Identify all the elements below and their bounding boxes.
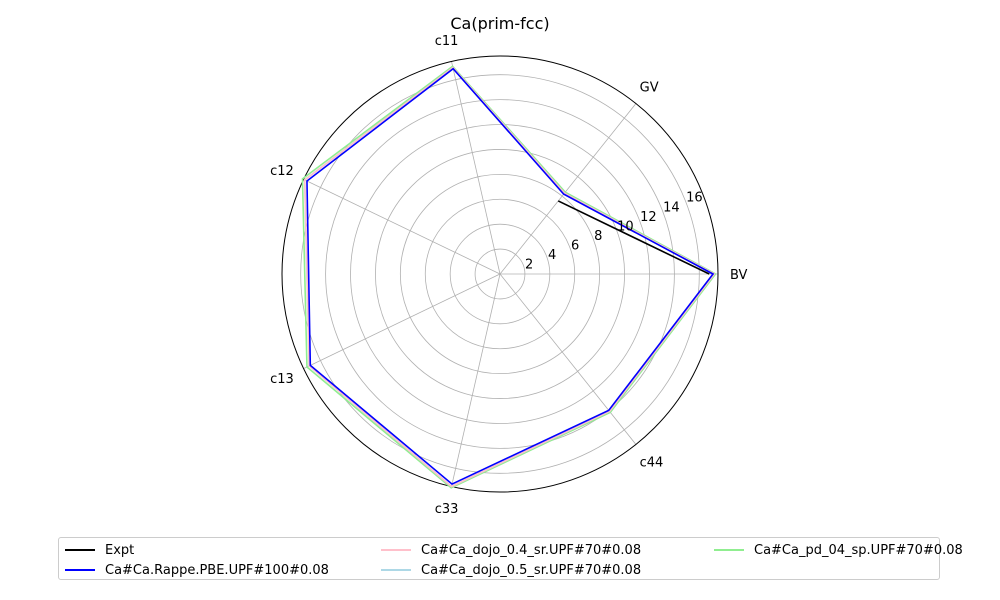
chart-title: Ca(prim-fcc) (450, 14, 549, 33)
legend-item: Ca#Ca_dojo_0.5_sr.UPF#70#0.08 (381, 560, 641, 580)
axis-spoke (451, 61, 501, 275)
legend-label: Ca#Ca_dojo_0.5_sr.UPF#70#0.08 (421, 562, 642, 578)
radar-series (301, 65, 717, 489)
legend-swatch (381, 549, 411, 551)
radial-tick-label: 2 (525, 257, 533, 272)
radar-grid (281, 55, 719, 493)
polar-frame (281, 55, 719, 493)
legend-swatch (65, 569, 95, 571)
axis-label: c44 (640, 456, 664, 471)
legend-label: Expt (105, 542, 135, 558)
radial-tick-label: 4 (548, 248, 556, 263)
axis-spoke (499, 273, 637, 445)
series-line (557, 200, 710, 275)
radial-tick-label: 14 (663, 200, 680, 215)
legend-item: Expt (65, 540, 134, 560)
axis-label: BV (730, 268, 748, 283)
axis-label: c13 (270, 372, 294, 387)
radial-tick-label: 10 (617, 219, 634, 234)
chart-legend: Expt Ca#Ca.Rappe.PBE.UPF#100#0.08 Ca#Ca_do… (58, 537, 963, 580)
legend-swatch (714, 549, 744, 551)
series-line (306, 67, 715, 486)
legend-item: Ca#Ca_dojo_0.4_sr.UPF#70#0.08 (381, 540, 641, 560)
axis-label: c12 (270, 164, 294, 179)
radial-tick-label: 6 (571, 238, 579, 253)
radial-tick-label: 8 (594, 229, 602, 244)
radial-tick-label: 16 (686, 191, 703, 206)
legend-swatch (65, 549, 95, 551)
legend-label: Ca#Ca_dojo_0.4_sr.UPF#70#0.08 (421, 542, 642, 558)
legend-item: Ca#Ca_pd_04_sp.UPF#70#0.08 (714, 540, 963, 560)
radial-tick-label: 12 (640, 210, 657, 225)
axis-spoke (303, 179, 501, 275)
legend-label: Ca#Ca_pd_04_sp.UPF#70#0.08 (754, 542, 963, 558)
axis-spoke (451, 273, 501, 487)
axis-label: GV (640, 80, 659, 95)
series-line (301, 65, 717, 489)
legend-item: Ca#Ca.Rappe.PBE.UPF#100#0.08 (65, 560, 329, 580)
legend-label: Ca#Ca.Rappe.PBE.UPF#100#0.08 (105, 562, 329, 578)
series-line (303, 66, 716, 488)
axis-spoke (499, 103, 637, 275)
axis-label: c33 (435, 502, 459, 517)
axis-label: c11 (435, 34, 459, 49)
axis-spoke (303, 273, 501, 369)
legend-swatch (381, 569, 411, 571)
